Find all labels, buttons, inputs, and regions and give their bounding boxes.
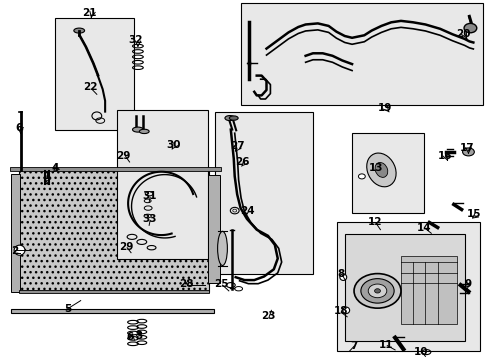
Ellipse shape — [462, 148, 473, 156]
Text: 6: 6 — [15, 123, 22, 133]
Ellipse shape — [463, 23, 476, 33]
Text: 30: 30 — [166, 140, 181, 150]
Text: 15: 15 — [466, 209, 481, 219]
Bar — [215, 112, 312, 274]
Bar — [344, 234, 464, 341]
Text: 23: 23 — [260, 311, 275, 321]
Text: 29: 29 — [119, 242, 133, 252]
Text: 24: 24 — [239, 206, 254, 216]
Bar — [11, 309, 213, 313]
Text: 25: 25 — [213, 279, 228, 289]
Text: 3: 3 — [136, 330, 142, 341]
Bar — [19, 290, 209, 293]
Text: 7: 7 — [349, 341, 357, 351]
Text: 1: 1 — [44, 171, 51, 181]
Text: 6: 6 — [126, 332, 133, 342]
Ellipse shape — [224, 116, 234, 121]
Ellipse shape — [367, 284, 386, 298]
Bar — [241, 3, 482, 105]
Ellipse shape — [14, 245, 25, 255]
Ellipse shape — [139, 129, 149, 134]
Ellipse shape — [366, 153, 395, 187]
Ellipse shape — [360, 279, 393, 303]
Ellipse shape — [374, 162, 387, 177]
Bar — [351, 133, 424, 213]
Text: 11: 11 — [378, 340, 393, 350]
Text: 19: 19 — [377, 103, 392, 113]
Text: 22: 22 — [83, 82, 98, 92]
Ellipse shape — [374, 289, 380, 293]
Ellipse shape — [358, 174, 365, 179]
Bar — [11, 174, 20, 292]
Text: 33: 33 — [142, 214, 156, 224]
Text: 21: 21 — [82, 8, 97, 18]
Ellipse shape — [132, 127, 143, 132]
Ellipse shape — [353, 274, 400, 308]
Ellipse shape — [74, 28, 84, 33]
Bar — [400, 256, 456, 324]
Text: 28: 28 — [179, 279, 194, 289]
Ellipse shape — [217, 231, 227, 265]
Text: 4: 4 — [51, 163, 59, 174]
Bar — [208, 175, 220, 283]
Bar — [337, 222, 479, 351]
Text: 10: 10 — [413, 347, 428, 357]
Text: 16: 16 — [437, 150, 451, 161]
Ellipse shape — [342, 307, 349, 314]
Bar — [55, 18, 134, 130]
Ellipse shape — [229, 116, 238, 120]
Text: 20: 20 — [455, 29, 470, 39]
Text: 18: 18 — [333, 306, 348, 316]
Text: 8: 8 — [337, 269, 344, 279]
Text: 2: 2 — [11, 246, 18, 256]
Text: 13: 13 — [368, 163, 383, 174]
Bar — [19, 170, 209, 292]
Text: 5: 5 — [64, 304, 71, 314]
Text: 32: 32 — [128, 35, 143, 45]
Text: 14: 14 — [416, 222, 431, 233]
Text: 17: 17 — [459, 143, 474, 153]
Bar — [10, 167, 221, 171]
Ellipse shape — [339, 274, 346, 280]
Bar — [117, 110, 207, 259]
Text: 9: 9 — [464, 279, 471, 289]
Text: 26: 26 — [234, 157, 249, 167]
Text: 12: 12 — [367, 217, 382, 228]
Text: 27: 27 — [229, 141, 244, 151]
Text: 31: 31 — [142, 191, 156, 201]
Text: 29: 29 — [116, 150, 130, 161]
